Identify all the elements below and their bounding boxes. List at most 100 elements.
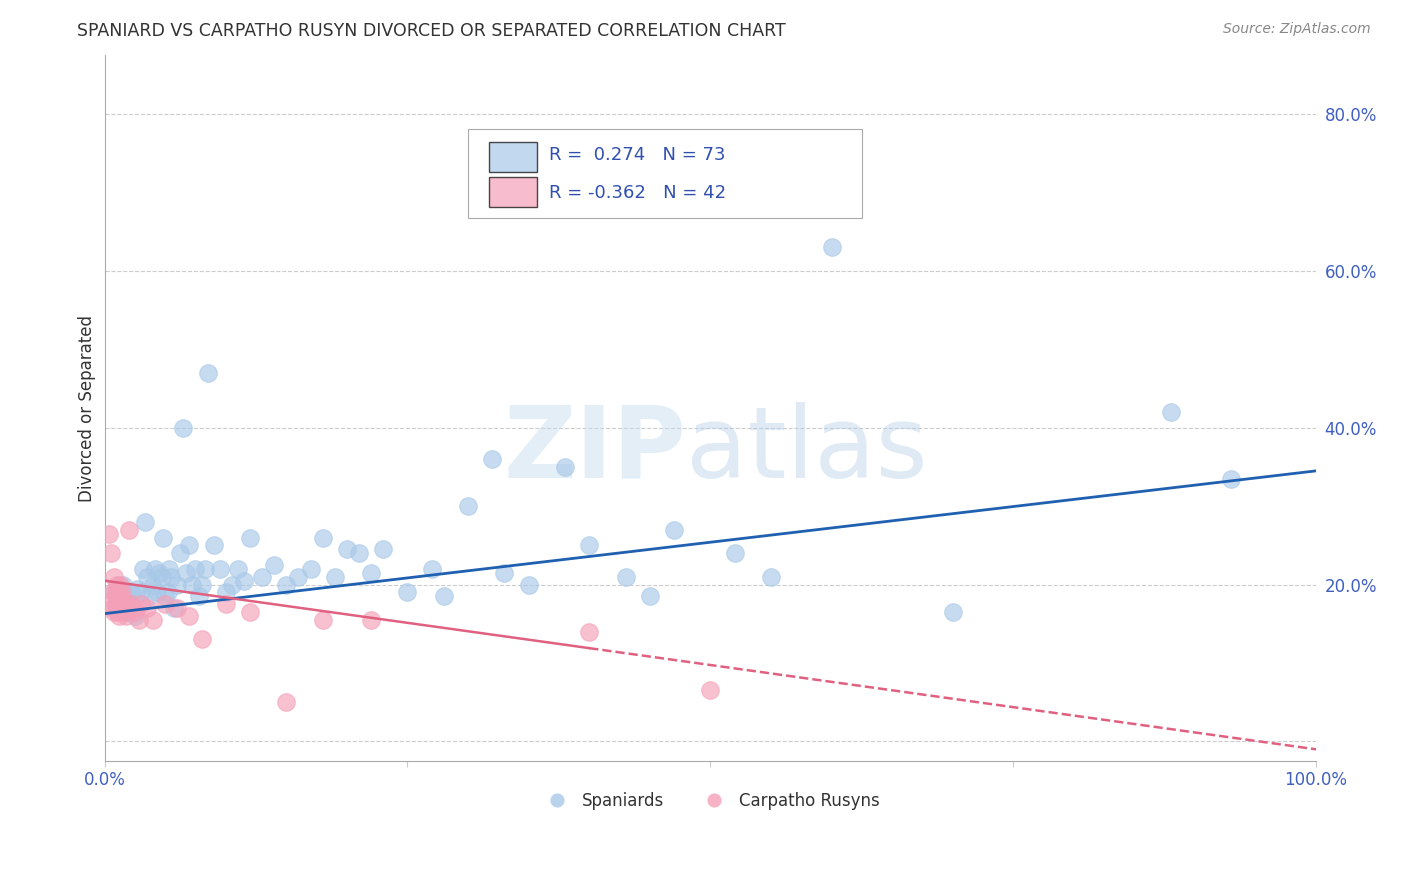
- Point: [156, 585, 179, 599]
- Point: [145, 562, 167, 576]
- Point: [232, 574, 254, 588]
- Point: [172, 421, 194, 435]
- Point: [190, 577, 212, 591]
- Point: [250, 570, 273, 584]
- Point: [111, 577, 134, 591]
- Point: [420, 562, 443, 576]
- Point: [110, 597, 132, 611]
- Point: [110, 577, 132, 591]
- Point: [360, 566, 382, 580]
- Point: [100, 546, 122, 560]
- Point: [118, 523, 141, 537]
- Point: [323, 570, 346, 584]
- Point: [190, 632, 212, 647]
- Point: [153, 597, 176, 611]
- Point: [129, 585, 152, 599]
- Point: [105, 605, 128, 619]
- Point: [179, 538, 201, 552]
- Point: [311, 531, 333, 545]
- Point: [103, 570, 125, 584]
- Point: [820, 240, 842, 254]
- Point: [153, 590, 176, 604]
- Point: [184, 562, 207, 576]
- Point: [226, 562, 249, 576]
- Point: [129, 597, 152, 611]
- Point: [457, 499, 479, 513]
- Point: [124, 605, 146, 619]
- Point: [110, 585, 132, 599]
- Point: [169, 546, 191, 560]
- Point: [105, 593, 128, 607]
- Point: [638, 590, 661, 604]
- Point: [134, 515, 156, 529]
- Point: [132, 562, 155, 576]
- Point: [723, 546, 745, 560]
- FancyBboxPatch shape: [468, 129, 862, 218]
- Point: [942, 605, 965, 619]
- Point: [188, 590, 211, 604]
- Point: [194, 562, 217, 576]
- Point: [111, 605, 134, 619]
- Point: [103, 605, 125, 619]
- Point: [166, 577, 188, 591]
- Point: [208, 562, 231, 576]
- FancyBboxPatch shape: [489, 178, 537, 207]
- Point: [554, 459, 576, 474]
- Text: SPANIARD VS CARPATHO RUSYN DIVORCED OR SEPARATED CORRELATION CHART: SPANIARD VS CARPATHO RUSYN DIVORCED OR S…: [77, 22, 786, 40]
- Point: [105, 577, 128, 591]
- Point: [699, 201, 721, 215]
- Point: [373, 542, 395, 557]
- Legend: Spaniards, Carpatho Rusyns: Spaniards, Carpatho Rusyns: [534, 785, 887, 816]
- FancyBboxPatch shape: [489, 142, 537, 171]
- Point: [115, 609, 138, 624]
- Point: [239, 531, 262, 545]
- Point: [108, 609, 131, 624]
- Point: [197, 366, 219, 380]
- Point: [578, 538, 600, 552]
- Y-axis label: Divorced or Separated: Divorced or Separated: [79, 315, 96, 501]
- Point: [104, 597, 127, 611]
- Point: [103, 585, 125, 599]
- Point: [142, 577, 165, 591]
- Point: [662, 523, 685, 537]
- Point: [111, 601, 134, 615]
- Point: [699, 683, 721, 698]
- Point: [157, 562, 180, 576]
- Point: [108, 597, 131, 611]
- Point: [150, 570, 173, 584]
- Point: [221, 577, 243, 591]
- Point: [276, 577, 298, 591]
- Point: [105, 590, 128, 604]
- Point: [128, 613, 150, 627]
- Point: [578, 624, 600, 639]
- Point: [166, 601, 188, 615]
- Point: [142, 613, 165, 627]
- Point: [1220, 472, 1243, 486]
- Point: [145, 585, 167, 599]
- Point: [336, 542, 359, 557]
- Point: [105, 601, 128, 615]
- Point: [311, 613, 333, 627]
- Point: [152, 531, 174, 545]
- Point: [179, 609, 201, 624]
- Point: [347, 546, 370, 560]
- Point: [98, 526, 121, 541]
- Point: [481, 452, 503, 467]
- Point: [138, 590, 160, 604]
- Point: [287, 570, 309, 584]
- Point: [112, 593, 135, 607]
- Point: [433, 590, 456, 604]
- Point: [108, 593, 131, 607]
- Point: [124, 601, 146, 615]
- Point: [115, 605, 138, 619]
- Point: [494, 566, 516, 580]
- Point: [239, 605, 262, 619]
- Point: [263, 558, 285, 572]
- Point: [276, 695, 298, 709]
- Point: [118, 597, 141, 611]
- Point: [396, 585, 419, 599]
- Point: [614, 570, 637, 584]
- Point: [360, 613, 382, 627]
- Point: [163, 601, 186, 615]
- Text: ZIP: ZIP: [503, 402, 686, 499]
